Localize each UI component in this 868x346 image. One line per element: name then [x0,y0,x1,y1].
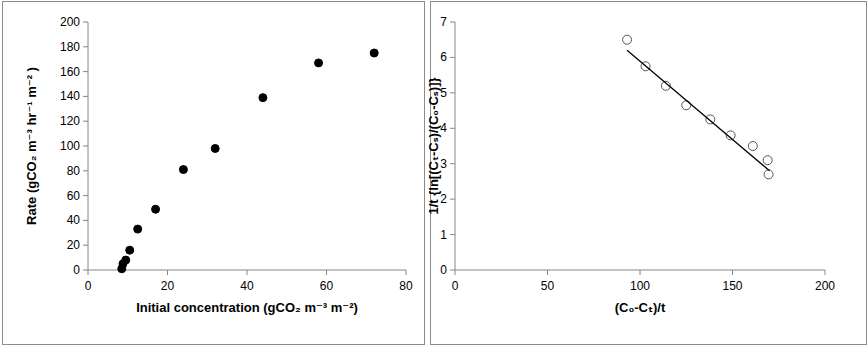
data-point [315,59,323,67]
y-tick [83,46,88,47]
data-point [748,142,757,151]
x-tick-label: 40 [240,279,254,293]
x-tick [455,270,456,275]
y-tick [450,234,455,235]
y-tick [83,170,88,171]
data-point [682,101,691,110]
data-point [623,35,632,44]
data-point [122,256,130,264]
x-tick [247,270,248,275]
y-axis-label: Rate (gCO₂ m⁻³ hr⁻¹ m⁻² ) [24,67,39,225]
data-point [179,166,187,174]
x-tick [167,270,168,275]
data-point [764,170,773,179]
y-tick [450,92,455,93]
panel-border [431,2,867,345]
y-tick [450,270,455,271]
data-point [211,144,219,152]
y-tick-label: 80 [67,164,81,178]
x-tick-label: 60 [320,279,334,293]
x-tick [326,270,327,275]
y-tick [83,146,88,147]
x-tick-label: 20 [161,279,175,293]
trend-line [627,50,769,170]
y-tick-label: 7 [440,15,447,29]
x-tick-label: 0 [452,279,459,293]
figure: 020406080020406080100120140160180200Init… [0,0,868,346]
x-axis-label: (C₀-Cₜ)/t [615,300,666,315]
data-point [134,225,142,233]
y-tick [450,199,455,200]
x-tick-label: 100 [630,279,650,293]
x-tick [406,270,407,275]
chart-panel: 0 20 40 60 80 0 20 40 60 80 100 120 140 160 180 200 Init… [3,2,425,345]
y-tick-label: 100 [60,139,80,153]
data-point [763,156,772,165]
y-tick [450,163,455,164]
data-point [259,94,267,102]
y-tick [83,22,88,23]
y-tick-label: 180 [60,40,80,54]
data-point [152,205,160,213]
x-tick-label: 50 [541,279,555,293]
y-tick-label: 140 [60,89,80,103]
y-tick-label: 4 [440,121,447,135]
x-tick [732,270,733,275]
x-tick-label: 0 [85,279,92,293]
y-tick-label: 40 [67,213,81,227]
y-tick-label: 1 [440,228,447,242]
y-tick-label: 2 [440,192,447,206]
y-tick [83,245,88,246]
y-tick-label: 160 [60,65,80,79]
y-tick [450,128,455,129]
y-tick [450,22,455,23]
x-tick-label: 150 [722,279,742,293]
x-tick [825,270,826,275]
x-tick-label: 80 [399,279,413,293]
y-tick [83,270,88,271]
x-axis-label: Initial concentration (gCO₂ m⁻³ m⁻²) [136,300,358,315]
y-tick-label: 5 [440,86,447,100]
panel-border [3,2,425,345]
x-tick-label: 200 [815,279,835,293]
y-tick [83,220,88,221]
y-tick-label: 120 [60,114,80,128]
data-point [370,49,378,57]
plot-data [118,49,378,273]
y-axis-label: 1/t {ln[(Cₜ-Cₛ)/(C₀-Cₛ)]} [426,77,441,214]
x-tick [88,270,89,275]
x-tick [640,270,641,275]
y-tick-label: 6 [440,50,447,64]
y-tick [83,96,88,97]
y-tick [83,121,88,122]
y-tick-label: 0 [73,263,80,277]
y-tick [83,195,88,196]
y-axis-line [455,22,456,270]
y-tick [450,57,455,58]
plot-data [623,35,774,179]
y-tick [83,71,88,72]
data-point [126,246,134,254]
chart-panel: 0 50 100 150 200 0 1 2 3 4 5 6 7 (C₀-Cₜ)/t 1/t {ln[(Cₜ… [426,2,867,345]
y-tick-label: 200 [60,15,80,29]
y-tick-label: 60 [67,189,81,203]
y-tick-label: 0 [440,263,447,277]
y-tick-label: 20 [67,238,81,252]
x-tick [547,270,548,275]
y-tick-label: 3 [440,157,447,171]
